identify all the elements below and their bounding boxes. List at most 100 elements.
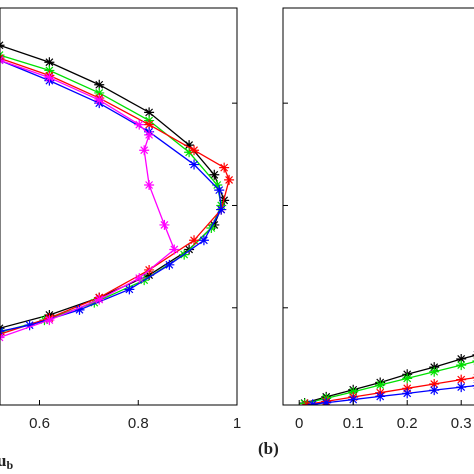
axes-box [0,7,238,406]
marker-shape [89,297,100,308]
marker [94,87,105,98]
x-axis-label-subscript: b [6,458,13,472]
marker [321,397,332,405]
x-tick-label: 0.8 [128,415,149,432]
marker [144,129,155,140]
marker-shape [184,140,195,151]
marker [348,394,359,405]
marker [44,315,55,326]
marker [144,180,155,191]
marker [209,169,220,180]
marker-shape [169,244,180,255]
marker [44,65,55,76]
x-tick-label: 0.3 [451,415,472,432]
marker-shape [456,353,467,364]
marker [94,294,105,305]
marker [189,159,200,170]
marker [429,385,440,396]
marker-shape [219,162,230,173]
marker [159,219,170,230]
marker [74,304,85,315]
marker [375,380,386,391]
marker-shape [94,87,105,98]
marker-shape [44,72,55,83]
marker [402,383,413,394]
marker-shape [402,373,413,384]
marker-shape [144,129,155,140]
marker-shape [189,235,200,246]
line [0,44,225,329]
marker [144,270,155,281]
marker [184,147,195,158]
marker-shape [429,379,440,390]
marker [224,174,235,185]
marker-shape [124,284,135,295]
marker [189,145,200,156]
marker [189,235,200,246]
marker-shape [94,95,105,106]
marker-shape [134,119,145,130]
marker-shape [209,169,220,180]
marker [456,353,467,364]
marker-shape [429,385,440,396]
marker-shape [321,397,332,405]
marker [198,235,209,246]
x-axis-label: ub [0,451,13,472]
marker [164,259,175,270]
line [304,361,474,405]
marker-shape [348,386,359,397]
marker-shape [189,145,200,156]
x-tick-label: 1 [233,415,241,432]
marker-shape [375,391,386,402]
marker-shape [44,57,55,68]
marker-shape [144,119,155,130]
marker-shape [216,204,227,215]
marker [348,386,359,397]
marker [89,297,100,308]
marker-shape [198,235,209,246]
marker [44,57,55,68]
marker-shape [44,315,55,326]
marker [134,273,145,284]
marker-shape [184,147,195,158]
marker [219,162,230,173]
marker [124,284,135,295]
marker [302,399,313,405]
marker-shape [24,320,35,331]
marker-shape [429,366,440,377]
marker [184,140,195,151]
marker-shape [307,399,318,405]
marker [94,95,105,106]
marker [429,366,440,377]
marker [402,373,413,384]
marker-shape [134,273,145,284]
marker-shape [214,185,225,196]
marker [44,72,55,83]
marker-shape [144,180,155,191]
panel-label: (b) [258,439,279,458]
marker-shape [164,259,175,270]
marker [456,360,467,371]
marker [144,107,155,118]
marker-shape [144,270,155,281]
marker-shape [159,219,170,230]
marker [375,391,386,402]
marker-shape [348,394,359,405]
line [304,355,474,404]
marker [24,320,35,331]
marker [0,40,5,51]
marker [169,244,180,255]
marker [94,79,105,90]
marker [456,382,467,393]
marker [139,145,150,156]
marker-shape [302,399,313,405]
marker-shape [0,40,5,51]
marker-shape [44,65,55,76]
marker-shape [139,145,150,156]
x-axis-label-main: u [0,451,6,470]
marker [299,398,310,405]
marker-shape [456,374,467,385]
axes-box [282,7,474,406]
marker [402,388,413,399]
